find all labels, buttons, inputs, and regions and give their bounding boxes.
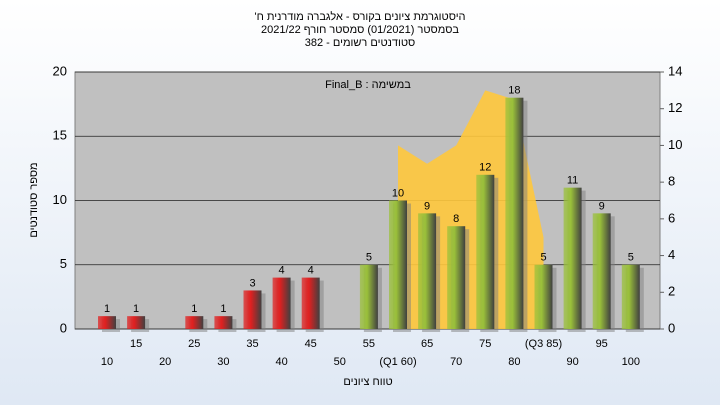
x-tick-label: 95 — [596, 338, 608, 350]
value-label: 8 — [453, 213, 459, 225]
x-tick-label: 90 — [566, 356, 578, 368]
bar — [127, 316, 146, 329]
value-label: 1 — [133, 303, 139, 315]
title: היסטוגרמת ציונים בקורס - אלגברה מודרנית … — [254, 10, 465, 23]
value-label: 9 — [424, 200, 430, 212]
x-tick-label: 25 — [188, 338, 200, 350]
x-tick-label: 45 — [305, 338, 317, 350]
value-label: 1 — [104, 303, 110, 315]
bar — [505, 97, 524, 329]
value-label: 5 — [366, 252, 372, 264]
value-label: 1 — [191, 303, 197, 315]
value-label: 1 — [220, 303, 226, 315]
bar — [418, 213, 437, 329]
bar — [272, 277, 291, 329]
value-label: 9 — [599, 200, 605, 212]
x-tick-label: 35 — [246, 338, 258, 350]
y-tick-label: 0 — [60, 320, 67, 335]
title: בסמסטר (01/2021) סמסטר חורף 2021/22 — [261, 24, 459, 36]
x-tick-label: 65 — [421, 338, 433, 350]
x-tick-label: 20 — [159, 356, 171, 368]
y2-tick-label: 14 — [668, 63, 682, 78]
y-tick-label: 5 — [60, 256, 67, 271]
x-tick-label: 80 — [508, 356, 520, 368]
y2-tick-label: 6 — [668, 210, 675, 225]
x-tick-label: 10 — [101, 356, 113, 368]
y-tick-label: 10 — [53, 192, 67, 207]
y2-tick-label: 10 — [668, 137, 682, 152]
x-tick-label: 100 — [622, 356, 640, 368]
x-tick-label: 15 — [130, 338, 142, 350]
value-label: 10 — [392, 187, 404, 199]
bar — [621, 264, 640, 329]
y2-tick-label: 2 — [668, 284, 675, 299]
x-tick-label: 50 — [334, 356, 346, 368]
x-tick-label: 75 — [479, 338, 491, 350]
bar — [301, 277, 320, 329]
x-axis-label: טווח ציונים — [343, 376, 392, 388]
x-tick-label: 55 — [363, 338, 375, 350]
bar — [534, 264, 553, 329]
value-label: 3 — [249, 277, 255, 289]
value-label: 5 — [628, 252, 634, 264]
value-label: 18 — [508, 85, 520, 97]
x-tick-label: 30 — [217, 356, 229, 368]
value-label: 5 — [540, 252, 546, 264]
bar — [243, 290, 262, 329]
annotation: במשימה : Final_B — [325, 79, 411, 91]
value-label: 11 — [567, 175, 578, 187]
bar — [359, 264, 378, 329]
y2-tick-label: 12 — [668, 100, 682, 115]
y-axis-label: מספר סטודנטים — [28, 162, 40, 237]
bar — [185, 316, 204, 329]
x-tick-label: (Q3 85) — [525, 338, 562, 350]
bar — [563, 187, 582, 329]
bar — [389, 200, 407, 329]
bar — [98, 316, 116, 329]
value-label: 12 — [479, 162, 491, 174]
bar — [214, 316, 233, 329]
y-tick-label: 15 — [53, 128, 67, 143]
y2-tick-label: 8 — [668, 174, 675, 189]
value-label: 4 — [279, 265, 285, 277]
y2-tick-label: 4 — [668, 247, 675, 262]
x-tick-label: (Q1 60) — [379, 356, 416, 368]
x-tick-label: 70 — [450, 356, 462, 368]
value-label: 4 — [308, 265, 314, 277]
x-tick-label: 40 — [275, 356, 287, 368]
bar — [447, 226, 466, 329]
y2-tick-label: 0 — [668, 320, 675, 335]
bar — [592, 213, 611, 329]
title: סטודנטים רשומים - 382 — [305, 37, 416, 49]
y-tick-label: 20 — [53, 63, 67, 78]
bar — [476, 174, 495, 329]
